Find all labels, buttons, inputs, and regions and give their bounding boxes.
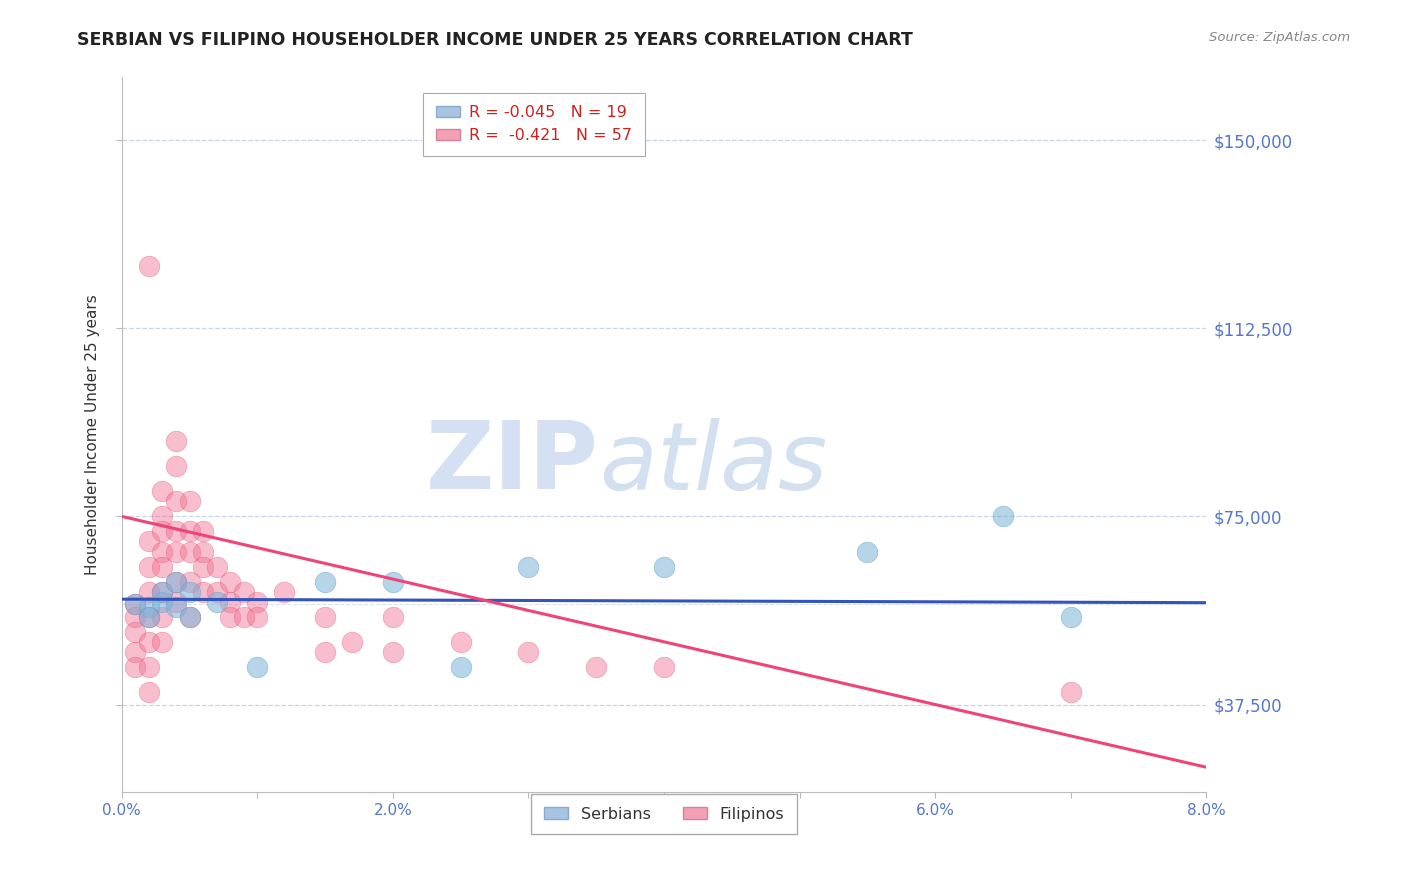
Point — [138, 635, 160, 649]
Point — [246, 660, 269, 674]
Point — [314, 609, 336, 624]
Point — [152, 584, 174, 599]
Point — [342, 635, 364, 649]
Text: Source: ZipAtlas.com: Source: ZipAtlas.com — [1209, 31, 1350, 45]
Point — [179, 524, 201, 539]
Point — [165, 544, 187, 558]
Point — [191, 584, 214, 599]
Point — [273, 584, 295, 599]
Point — [246, 595, 269, 609]
Point — [152, 484, 174, 499]
Point — [138, 559, 160, 574]
Point — [232, 584, 254, 599]
Point — [179, 609, 201, 624]
Point — [165, 494, 187, 508]
Point — [1060, 685, 1083, 699]
Point — [219, 609, 242, 624]
Point — [152, 544, 174, 558]
Point — [1060, 609, 1083, 624]
Point — [246, 609, 269, 624]
Point — [138, 534, 160, 549]
Point — [124, 597, 146, 611]
Point — [138, 609, 160, 624]
Legend: Serbians, Filipinos: Serbians, Filipinos — [531, 794, 797, 834]
Point — [517, 559, 540, 574]
Point — [652, 559, 675, 574]
Point — [152, 609, 174, 624]
Point — [179, 584, 201, 599]
Point — [205, 595, 228, 609]
Point — [124, 645, 146, 659]
Point — [124, 597, 146, 611]
Point — [124, 624, 146, 639]
Point — [152, 559, 174, 574]
Point — [152, 584, 174, 599]
Point — [152, 524, 174, 539]
Point — [219, 574, 242, 589]
Point — [165, 574, 187, 589]
Point — [179, 494, 201, 508]
Point — [585, 660, 607, 674]
Point — [381, 645, 404, 659]
Text: atlas: atlas — [599, 418, 827, 509]
Point — [314, 574, 336, 589]
Point — [191, 524, 214, 539]
Point — [138, 685, 160, 699]
Point — [138, 584, 160, 599]
Point — [138, 259, 160, 273]
Y-axis label: Householder Income Under 25 years: Householder Income Under 25 years — [86, 294, 100, 575]
Point — [165, 574, 187, 589]
Point — [381, 574, 404, 589]
Text: SERBIAN VS FILIPINO HOUSEHOLDER INCOME UNDER 25 YEARS CORRELATION CHART: SERBIAN VS FILIPINO HOUSEHOLDER INCOME U… — [77, 31, 914, 49]
Point — [652, 660, 675, 674]
Point — [219, 595, 242, 609]
Point — [232, 609, 254, 624]
Point — [205, 584, 228, 599]
Point — [314, 645, 336, 659]
Point — [165, 459, 187, 474]
Point — [205, 559, 228, 574]
Text: ZIP: ZIP — [426, 417, 599, 509]
Point — [191, 544, 214, 558]
Point — [165, 434, 187, 449]
Point — [124, 660, 146, 674]
Point — [450, 635, 472, 649]
Point — [856, 544, 879, 558]
Point — [138, 609, 160, 624]
Point — [517, 645, 540, 659]
Point — [179, 574, 201, 589]
Point — [179, 609, 201, 624]
Point — [381, 609, 404, 624]
Point — [165, 524, 187, 539]
Point — [450, 660, 472, 674]
Point — [179, 544, 201, 558]
Point — [152, 635, 174, 649]
Point — [138, 599, 160, 614]
Point — [124, 609, 146, 624]
Point — [152, 509, 174, 524]
Point — [152, 595, 174, 609]
Point — [191, 559, 214, 574]
Point — [138, 660, 160, 674]
Point — [991, 509, 1014, 524]
Point — [165, 595, 187, 609]
Point — [165, 599, 187, 614]
